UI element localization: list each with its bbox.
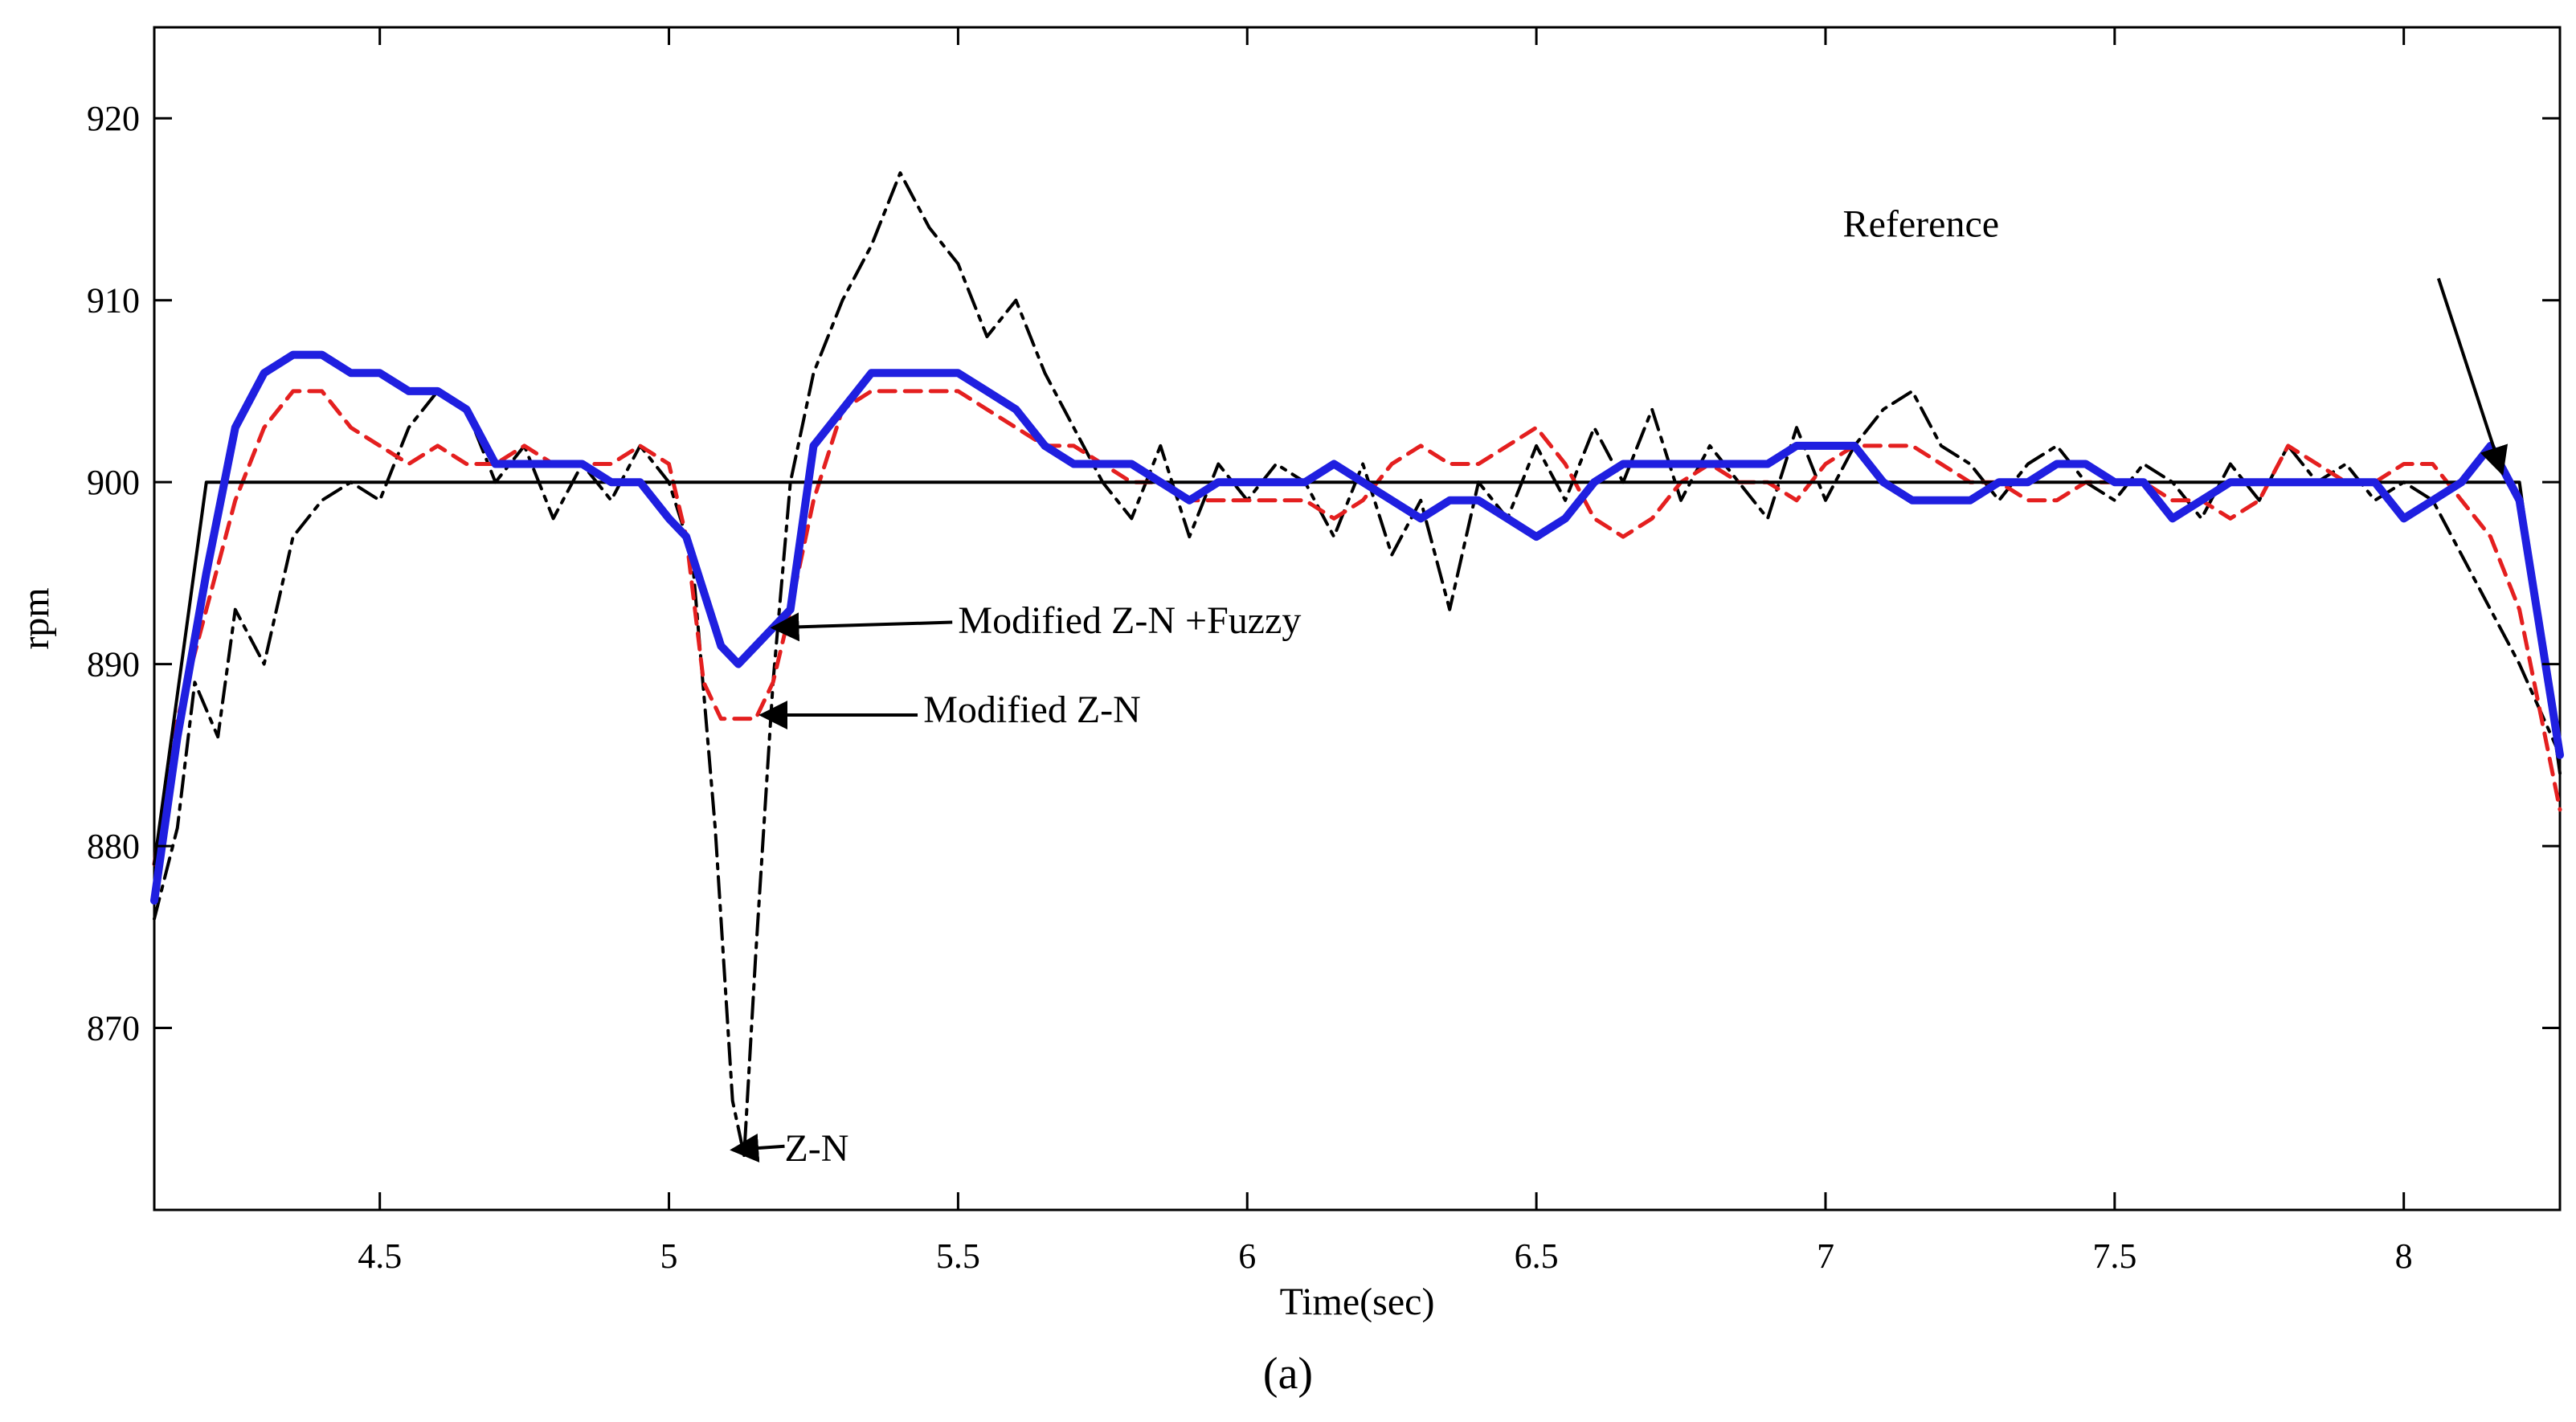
y-tick-label: 880: [87, 827, 140, 866]
x-tick-label: 7.5: [2092, 1236, 2136, 1276]
x-tick-label: 6: [1238, 1236, 1256, 1276]
x-tick-label: 7: [1817, 1236, 1834, 1276]
annotation-label-modified-z-n: Modified Z-N: [923, 689, 1141, 731]
ticks-layer: 4.5 5 5.5 6 6.5 7 7.5 8 870 880 890 900 910 920: [87, 27, 2560, 1276]
x-axis-title: Time(sec): [1280, 1281, 1435, 1323]
annotation-arrow-z-n: [730, 1134, 785, 1163]
series-line-modified-z-n-fuzzy: [150, 350, 2564, 905]
x-tick-label: 5: [660, 1236, 678, 1276]
y-tick-label: 890: [87, 645, 140, 684]
y-tick-label: 870: [87, 1009, 140, 1048]
annotation-arrow-reference: [2436, 277, 2509, 476]
series-layer: [150, 171, 2564, 1158]
y-axis-title: rpm: [14, 587, 57, 649]
y-tick-label: 900: [87, 463, 140, 502]
plot-area-frame: [153, 26, 2562, 1212]
annotation-label-z-n: Z-N: [784, 1127, 848, 1170]
x-tick-label: 6.5: [1515, 1236, 1559, 1276]
x-tick-label: 5.5: [936, 1236, 980, 1276]
x-tick-label: 4.5: [358, 1236, 402, 1276]
y-tick-label: 920: [87, 99, 140, 138]
annotation-label-reference: Reference: [1843, 202, 2000, 245]
annotation-label-modified-z-n-fuzzy: Modified Z-N +Fuzzy: [958, 599, 1301, 642]
annotations-layer: Reference Modified Z-N +Fuzzy Modified Z-N…: [730, 202, 2509, 1170]
annotation-arrow-modified-z-n-fuzzy: [770, 612, 953, 642]
figure-caption: (a): [1263, 1349, 1313, 1399]
y-tick-label: 910: [87, 281, 140, 321]
x-tick-label: 8: [2395, 1236, 2413, 1276]
